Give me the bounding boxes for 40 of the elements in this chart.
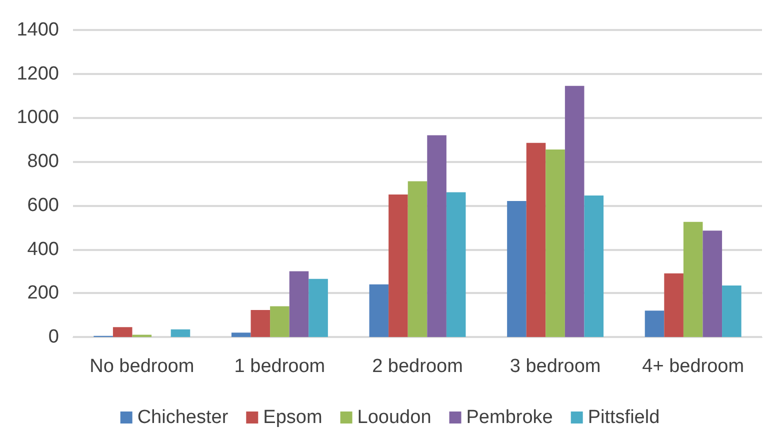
bar xyxy=(664,273,684,337)
bar xyxy=(702,230,722,337)
legend-label: Epsom xyxy=(263,407,322,428)
bar xyxy=(369,284,389,337)
bar xyxy=(507,201,526,337)
x-tick-label: No bedroom xyxy=(90,356,194,377)
bar xyxy=(526,142,546,337)
y-tick-label: 1200 xyxy=(16,63,59,84)
bar xyxy=(584,196,604,337)
x-tick-label: 1 bedroom xyxy=(234,356,326,377)
bar xyxy=(170,329,190,337)
bar xyxy=(250,310,270,337)
y-tick-label: 600 xyxy=(27,194,59,216)
x-tick-label: 3 bedroom xyxy=(510,356,601,377)
legend-label: Pembroke xyxy=(466,407,553,428)
bar xyxy=(722,285,742,337)
x-tick-label: 2 bedroom xyxy=(372,356,463,377)
bar xyxy=(231,332,251,337)
bar xyxy=(564,86,584,337)
y-tick-label: 0 xyxy=(48,326,59,348)
x-tick-label: 4+ bedroom xyxy=(642,356,744,377)
y-tick-label: 400 xyxy=(27,238,59,260)
bar xyxy=(289,271,309,337)
y-tick-label: 1000 xyxy=(16,107,59,128)
bar xyxy=(388,194,408,337)
legend-label: Pittsfield xyxy=(588,407,660,428)
bar xyxy=(408,181,428,337)
legend-label: Chichester xyxy=(137,407,229,428)
bar xyxy=(683,222,703,337)
bar xyxy=(270,306,290,337)
bar xyxy=(308,278,328,337)
legend-label: Looudon xyxy=(357,407,432,428)
bar xyxy=(546,150,565,337)
y-tick-label: 1400 xyxy=(16,20,59,40)
y-tick-label: 200 xyxy=(27,282,59,304)
bar xyxy=(112,327,132,337)
bar xyxy=(644,310,664,337)
bar xyxy=(427,135,446,337)
y-tick-label: 800 xyxy=(27,151,59,172)
bar xyxy=(446,192,466,337)
